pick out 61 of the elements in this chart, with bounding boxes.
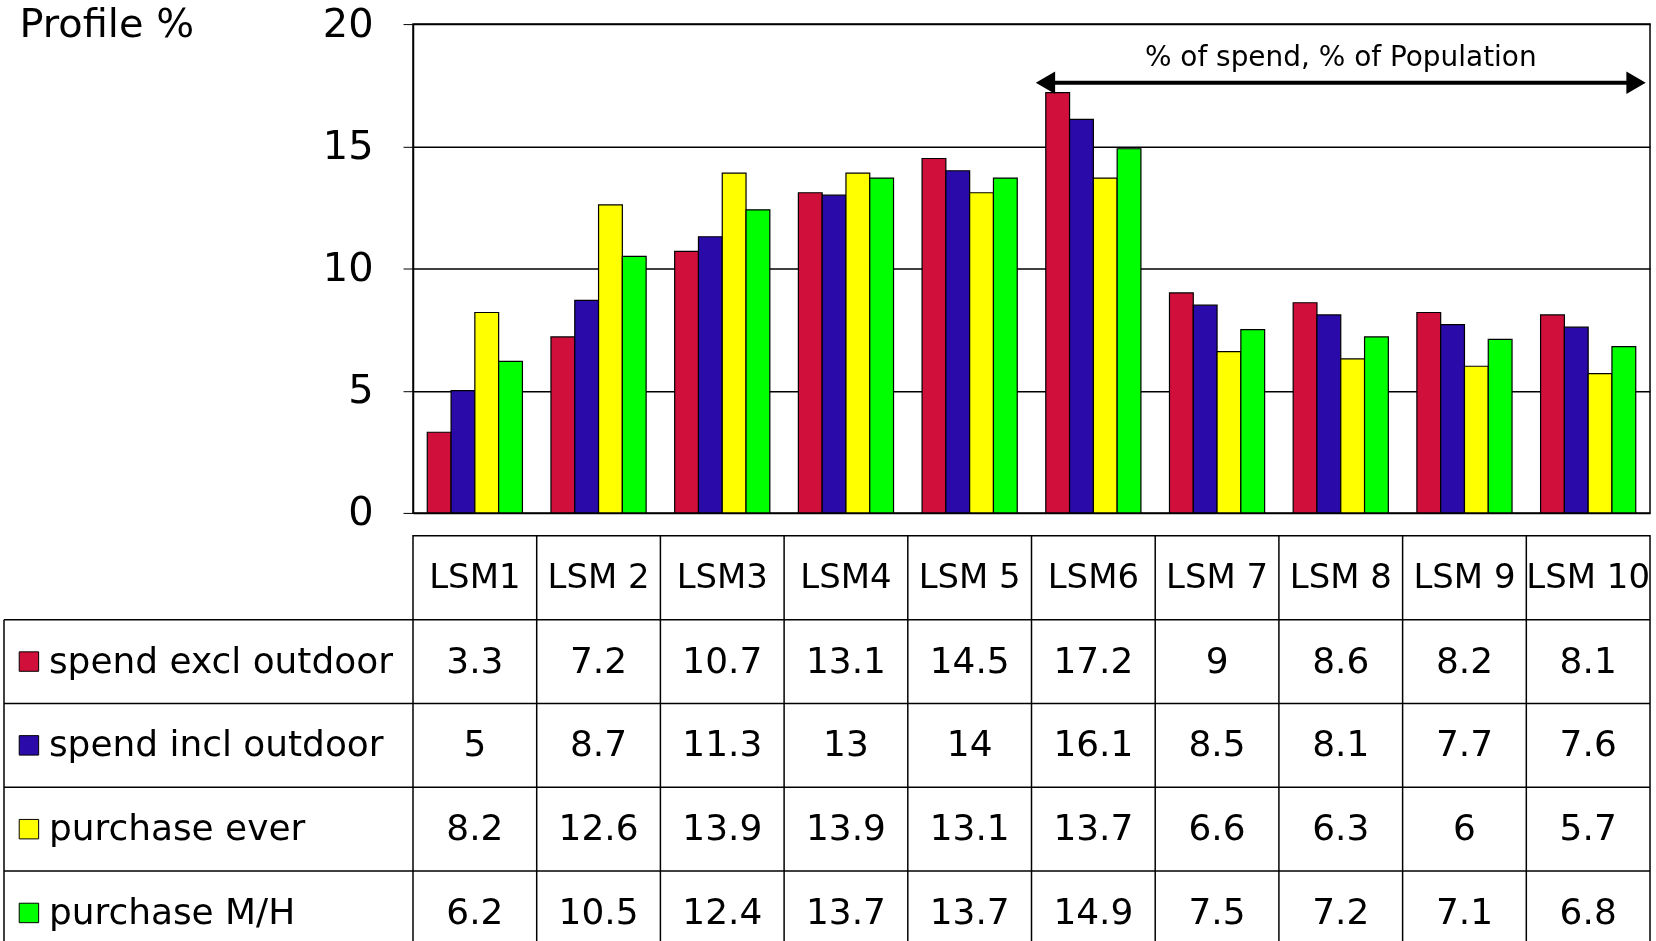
x-tick-label: LSM1 bbox=[429, 556, 521, 596]
x-tick-label: LSM3 bbox=[676, 556, 768, 596]
data-label: 13 bbox=[823, 723, 869, 765]
data-label: 14 bbox=[946, 723, 993, 765]
data-label: 13.7 bbox=[1053, 807, 1134, 849]
data-label: 7.7 bbox=[1435, 723, 1494, 765]
data-label: 5.7 bbox=[1559, 807, 1617, 849]
data-label: 13.1 bbox=[929, 807, 1010, 849]
y-tick-label: 20 bbox=[322, 0, 374, 46]
data-label: 10.7 bbox=[682, 639, 763, 681]
data-label: 8.2 bbox=[1435, 639, 1494, 681]
data-label: 10.5 bbox=[558, 890, 639, 932]
data-label: 8.5 bbox=[1188, 723, 1246, 765]
x-tick-label: LSM 2 bbox=[547, 556, 650, 596]
data-label: 6.2 bbox=[446, 890, 504, 932]
data-label: 13.9 bbox=[805, 807, 886, 849]
y-tick-label: 5 bbox=[348, 366, 374, 413]
data-label: 7.2 bbox=[570, 639, 628, 681]
data-label: 5 bbox=[463, 723, 487, 765]
x-tick-label: LSM 9 bbox=[1413, 556, 1516, 596]
data-label: 14.9 bbox=[1053, 890, 1134, 932]
data-label: 13.7 bbox=[929, 890, 1010, 932]
x-tick-label: LSM6 bbox=[1047, 556, 1139, 596]
data-label: 11.3 bbox=[682, 723, 763, 765]
data-label: 7.1 bbox=[1435, 890, 1494, 932]
x-tick-label: LSM 5 bbox=[918, 556, 1021, 596]
data-label: 14.5 bbox=[929, 639, 1010, 681]
legend-label: purchase M/H bbox=[48, 890, 296, 932]
y-tick-label: 10 bbox=[322, 243, 374, 290]
data-label: 7.2 bbox=[1312, 890, 1370, 932]
data-label: 12.6 bbox=[558, 807, 639, 849]
data-label: 8.1 bbox=[1559, 639, 1617, 681]
legend-label: spend excl outdoor bbox=[48, 639, 394, 681]
data-label: 7.6 bbox=[1559, 723, 1617, 765]
y-tick-label: 15 bbox=[322, 121, 374, 168]
legend-label: spend incl outdoor bbox=[48, 723, 384, 765]
x-tick-label: LSM 10 bbox=[1526, 556, 1650, 596]
x-tick-label: LSM 7 bbox=[1166, 556, 1269, 596]
data-label: 13.1 bbox=[805, 639, 886, 681]
annotation: % of spend, % of Population bbox=[1144, 40, 1537, 74]
y-tick-label: 0 bbox=[348, 488, 374, 535]
data-label: 9 bbox=[1205, 639, 1229, 681]
legend-label: purchase ever bbox=[48, 807, 306, 849]
data-label: 13.7 bbox=[805, 890, 886, 932]
data-label: 8.6 bbox=[1312, 639, 1370, 681]
y-axis-title: Profile % bbox=[19, 0, 195, 46]
data-label: 13.9 bbox=[682, 807, 763, 849]
data-label: 8.2 bbox=[446, 807, 504, 849]
data-label: 8.7 bbox=[570, 723, 628, 765]
data-label: 6 bbox=[1453, 807, 1476, 849]
data-label: 6.8 bbox=[1559, 890, 1617, 932]
data-label: 3.3 bbox=[446, 639, 504, 681]
data-label: 7.5 bbox=[1188, 890, 1246, 932]
x-tick-label: LSM4 bbox=[800, 556, 892, 596]
data-label: 16.1 bbox=[1053, 723, 1134, 765]
data-label: 6.3 bbox=[1312, 807, 1370, 849]
data-label: 17.2 bbox=[1053, 639, 1134, 681]
x-tick-label: LSM 8 bbox=[1289, 556, 1392, 596]
data-label: 6.6 bbox=[1188, 807, 1246, 849]
data-label: 8.1 bbox=[1312, 723, 1370, 765]
data-label: 12.4 bbox=[682, 890, 763, 932]
